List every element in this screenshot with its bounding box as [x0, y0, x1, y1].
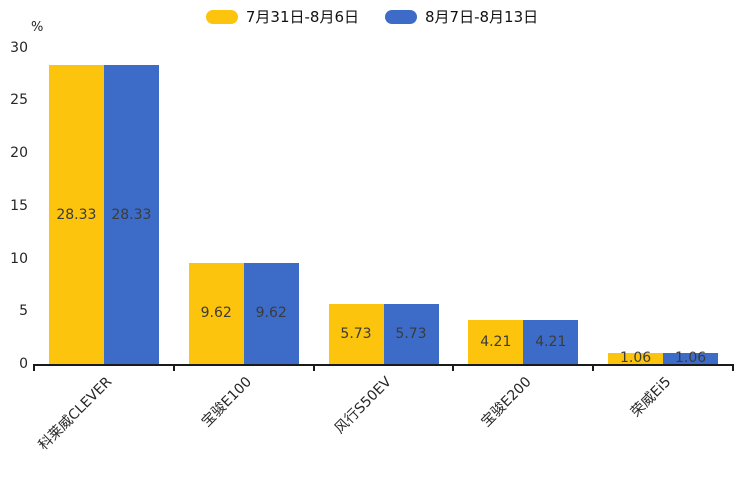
legend-label: 8月7日-8月13日	[425, 8, 539, 26]
y-tick-label: 20	[10, 145, 28, 161]
bar-value-label: 5.73	[395, 325, 427, 342]
legend-label: 7月31日-8月6日	[245, 8, 359, 26]
bar-value-label: 28.33	[56, 206, 97, 223]
legend-swatch-icon	[385, 10, 417, 24]
legend-item-0[interactable]: 7月31日-8月6日	[205, 8, 359, 26]
x-axis-line	[34, 364, 733, 366]
y-tick-label: 0	[19, 356, 28, 372]
bar-series0-科莱威CLEVER	[48, 65, 104, 364]
bar-value-label: 9.62	[200, 305, 232, 322]
bar-series1-宝骏E100	[243, 262, 299, 364]
y-tick-label: 10	[10, 250, 28, 267]
bar-series0-风行S50EV	[328, 303, 384, 364]
x-axis-tick	[312, 364, 315, 371]
legend-swatch-icon	[205, 10, 238, 24]
bar-value-label: 1.06	[620, 350, 652, 367]
x-axis-tick	[172, 364, 175, 371]
bar-series0-荣威Ei5	[608, 352, 664, 364]
bar-series1-科莱威CLEVER	[103, 65, 159, 364]
bar-series1-风行S50EV	[383, 303, 439, 364]
y-tick-label: 30	[10, 39, 28, 56]
y-axis-unit-label: %	[31, 20, 44, 35]
x-axis-tick	[452, 364, 455, 371]
chart-legend: 7月31日-8月6日 8月7日-8月13日	[0, 8, 744, 26]
legend-item-1[interactable]: 8月7日-8月13日	[385, 8, 538, 26]
x-axis-tick	[33, 364, 35, 371]
bar-series1-荣威Ei5	[663, 352, 719, 364]
x-axis-tick	[592, 364, 595, 371]
y-tick-label: 15	[10, 197, 28, 214]
bar-value-label: 4.21	[535, 333, 567, 350]
y-tick-label: 5	[19, 303, 28, 320]
y-tick-label: 25	[10, 92, 28, 109]
bar-series0-宝骏E100	[188, 262, 244, 364]
x-axis-tick	[732, 364, 734, 371]
bar-value-label: 4.21	[480, 333, 512, 350]
bar-value-label: 5.73	[340, 325, 372, 342]
bar-value-label: 9.62	[255, 305, 287, 322]
bar-value-label: 1.06	[675, 350, 707, 367]
bar-series0-宝骏E200	[468, 319, 524, 364]
bar-value-label: 28.33	[111, 206, 152, 223]
bar-series1-宝骏E200	[523, 319, 579, 364]
x-category-label: 科莱威CLEVER	[35, 374, 116, 454]
